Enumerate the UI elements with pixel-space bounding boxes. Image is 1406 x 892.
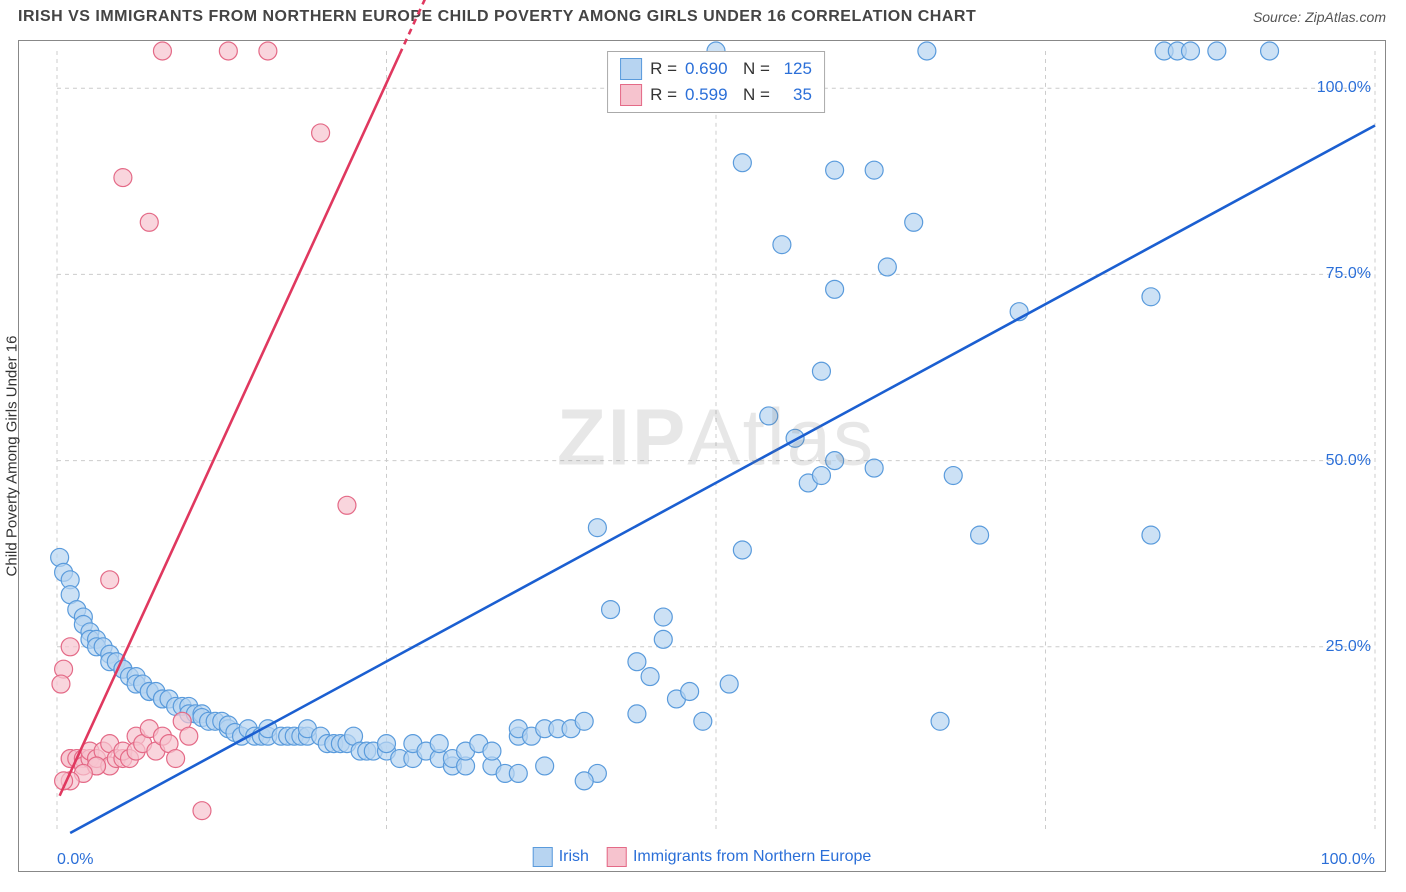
stats-box: R = 0.690 N = 125 R = 0.599 N = 35 xyxy=(607,51,825,113)
y-axis-title: Child Poverty Among Girls Under 16 xyxy=(4,336,21,577)
stats-r-label-0: R = xyxy=(650,59,677,79)
stats-r-label-1: R = xyxy=(650,85,677,105)
stats-n-value-0: 125 xyxy=(778,59,812,79)
y-tick-100: 100.0% xyxy=(1317,79,1371,97)
bottom-legend: Irish Immigrants from Northern Europe xyxy=(533,847,872,867)
legend-label-1: Immigrants from Northern Europe xyxy=(633,848,871,866)
plot-svg xyxy=(57,51,1375,833)
stats-swatch-0 xyxy=(620,58,642,80)
stats-swatch-1 xyxy=(620,84,642,106)
chart-title: IRISH VS IMMIGRANTS FROM NORTHERN EUROPE… xyxy=(18,8,976,26)
legend-swatch-0 xyxy=(533,847,553,867)
legend-item-0: Irish xyxy=(533,847,589,867)
legend-swatch-1 xyxy=(607,847,627,867)
stats-r-value-0: 0.690 xyxy=(685,59,735,79)
stats-n-value-1: 35 xyxy=(778,85,812,105)
legend-item-1: Immigrants from Northern Europe xyxy=(607,847,871,867)
y-tick-75: 75.0% xyxy=(1326,265,1371,283)
stats-row-1: R = 0.599 N = 35 xyxy=(620,82,812,108)
x-tick-100: 100.0% xyxy=(1321,851,1375,869)
plot-area: ZIPAtlas 25.0%50.0%75.0%100.0% R = 0.690… xyxy=(57,51,1375,833)
y-tick-25: 25.0% xyxy=(1326,638,1371,656)
legend-label-0: Irish xyxy=(559,848,589,866)
stats-row-0: R = 0.690 N = 125 xyxy=(620,56,812,82)
stats-n-label-1: N = xyxy=(743,85,770,105)
y-tick-50: 50.0% xyxy=(1326,452,1371,470)
chart-source: Source: ZipAtlas.com xyxy=(1253,9,1386,25)
x-tick-0: 0.0% xyxy=(57,851,93,869)
chart-container: Child Poverty Among Girls Under 16 ZIPAt… xyxy=(18,40,1386,872)
stats-n-label-0: N = xyxy=(743,59,770,79)
stats-r-value-1: 0.599 xyxy=(685,85,735,105)
